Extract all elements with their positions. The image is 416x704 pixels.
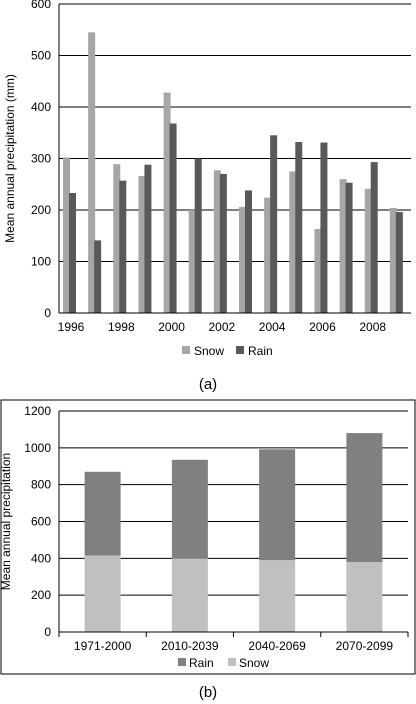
- x-tick-label: 2010-2039: [161, 639, 219, 653]
- x-tick-label: 1998: [108, 320, 135, 334]
- bar-rain: [94, 240, 102, 313]
- bar-snow: [63, 157, 70, 313]
- bar-snow: [163, 92, 171, 313]
- y-tick-label: 400: [31, 551, 51, 565]
- legend-swatch-rain: [236, 346, 244, 354]
- bar-rain: [270, 135, 278, 313]
- x-tick-label: 2002: [209, 320, 236, 334]
- bar-rain: [219, 173, 227, 313]
- bar-snow: [138, 176, 146, 313]
- bar-rain: [259, 449, 296, 561]
- y-tick-label: 200: [31, 588, 51, 602]
- bar-rain: [84, 471, 121, 556]
- x-tick-label: 2008: [359, 320, 386, 334]
- bar-rain: [320, 142, 328, 313]
- y-tick-label: 600: [31, 0, 51, 11]
- bar-snow: [289, 171, 297, 313]
- bar-snow: [364, 188, 372, 313]
- y-tick-label: 500: [31, 49, 51, 63]
- x-tick-label: 2070-2099: [336, 639, 394, 653]
- x-tick-label: 2006: [309, 320, 336, 334]
- bar-snow: [389, 207, 397, 313]
- legend-label-snow: Snow: [194, 344, 224, 358]
- y-tick-label: 1000: [24, 441, 51, 455]
- caption-b: (b): [199, 684, 217, 701]
- y-tick-label: 800: [31, 478, 51, 492]
- y-tick-label: 200: [31, 203, 51, 217]
- bar-snow: [171, 558, 208, 632]
- bar-rain: [295, 142, 303, 313]
- caption-a: (a): [199, 376, 217, 393]
- bar-snow: [88, 32, 96, 313]
- bar-rain: [144, 164, 152, 313]
- bar-snow: [259, 560, 296, 632]
- bar-rain: [370, 162, 378, 313]
- y-tick-label: 1200: [24, 404, 51, 418]
- chart-b-border: [0, 399, 416, 675]
- legend-label-snow: Snow: [239, 656, 269, 670]
- y-tick-label: 0: [44, 306, 51, 320]
- bar-rain: [119, 180, 127, 313]
- y-tick-label: 0: [44, 625, 51, 639]
- legend-label-rain: Rain: [189, 656, 214, 670]
- bar-snow: [339, 179, 347, 313]
- y-axis-title: Mean annual precipitation (mm): [3, 74, 17, 243]
- bar-rain: [171, 459, 208, 559]
- x-tick-label: 1996: [58, 320, 85, 334]
- chart-b: 0 200 400 600 800 1000 1200 1971-2000 2010-2039 2…: [0, 399, 416, 701]
- bar-rain: [69, 193, 76, 313]
- y-axis-title: Mean annual precipitation: [0, 453, 13, 590]
- y-tick-label: 400: [31, 100, 51, 114]
- x-tick-label: 1971-2000: [74, 639, 132, 653]
- bar-rain: [169, 123, 177, 313]
- bar-rain: [245, 190, 252, 313]
- y-tick-label: 300: [31, 152, 51, 166]
- x-tick-label: 2004: [259, 320, 286, 334]
- bar-snow: [264, 197, 272, 313]
- legend-label-rain: Rain: [248, 344, 273, 358]
- x-tick-label: 2000: [158, 320, 185, 334]
- chart-a: 0 100 200 300 400 500 600 1996 1998 2000 2002 2004 2…: [3, 0, 411, 393]
- bar-snow: [113, 164, 121, 313]
- bar-snow: [188, 210, 196, 313]
- bar-rain: [346, 433, 383, 563]
- bar-snow: [314, 229, 322, 313]
- bar-rain: [395, 212, 403, 313]
- y-tick-label: 600: [31, 515, 51, 529]
- legend-swatch-snow: [182, 346, 190, 354]
- bar-rain: [345, 182, 353, 313]
- legend-swatch-snow: [228, 658, 236, 666]
- y-tick-label: 100: [31, 255, 51, 269]
- bar-rain: [194, 158, 202, 313]
- x-tick-label: 2040-2069: [248, 639, 306, 653]
- bar-snow: [84, 555, 121, 632]
- bar-snow: [239, 206, 246, 313]
- legend-swatch-rain: [178, 658, 186, 666]
- bar-snow: [346, 562, 383, 632]
- bar-snow: [213, 170, 221, 313]
